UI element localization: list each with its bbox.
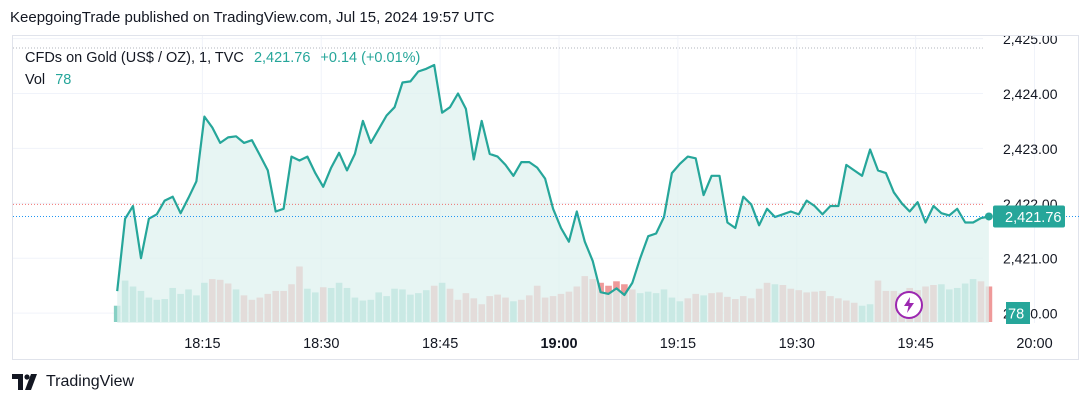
volume-value: 78 (55, 72, 72, 88)
price-line[interactable] (116, 63, 990, 297)
volume-tag (1006, 302, 1030, 324)
publish-info: KeepgoingTrade published on TradingView.… (10, 9, 495, 26)
volume-bar (113, 305, 121, 322)
chart-panel[interactable]: 2,420.00 2,421.00 2,422.00 2,423.00 2,424.00… (12, 35, 1080, 361)
volume-label[interactable]: Vol (25, 72, 46, 88)
price-change: +0.14 (+0.01%) (320, 50, 421, 66)
footer: TradingView (12, 373, 134, 391)
y-tick-label: 2,424.00 (1003, 86, 1058, 102)
x-tick-label: 19:45 (897, 336, 933, 352)
volume-bar (985, 286, 993, 322)
y-tick-label: 2,425.00 (1003, 36, 1058, 47)
legend-price-row: CFDs on Gold (US$ / OZ), 1, TVC 2,421.76… (25, 47, 420, 69)
bolt-glyph (904, 297, 914, 313)
x-tick-label: 19:15 (660, 336, 696, 352)
x-tick-label: 19:30 (779, 336, 815, 352)
legend-volume-row: Vol 78 (25, 69, 420, 91)
current-price-tag-label: 2,421.76 (1005, 210, 1061, 226)
x-tick-label: 18:15 (184, 336, 220, 352)
price-area-fill (117, 65, 989, 323)
price-chart[interactable]: 2,420.002,421.002,422.002,423.002,424.00… (13, 36, 1080, 361)
lightning-icon[interactable] (895, 291, 923, 319)
tradingview-logo-icon (12, 374, 37, 390)
current-price-tag (993, 205, 1065, 228)
brand-name[interactable]: TradingView (46, 373, 135, 390)
x-tick-label: 18:45 (422, 336, 458, 352)
x-tick-label: 18:30 (303, 336, 339, 352)
volume-tag-label: 78 (1008, 307, 1024, 323)
x-tick-label: 20:00 (1016, 336, 1052, 352)
y-tick-label: 2,421.00 (1003, 251, 1058, 267)
y-tick-label: 2,423.00 (1003, 141, 1058, 157)
last-price: 2,421.76 (253, 50, 311, 66)
chart-legend: CFDs on Gold (US$ / OZ), 1, TVC 2,421.76… (25, 47, 420, 91)
last-price-marker (984, 212, 993, 221)
symbol-name[interactable]: CFDs on Gold (US$ / OZ), 1, TVC (25, 50, 244, 66)
x-tick-label: 19:00 (540, 336, 577, 352)
